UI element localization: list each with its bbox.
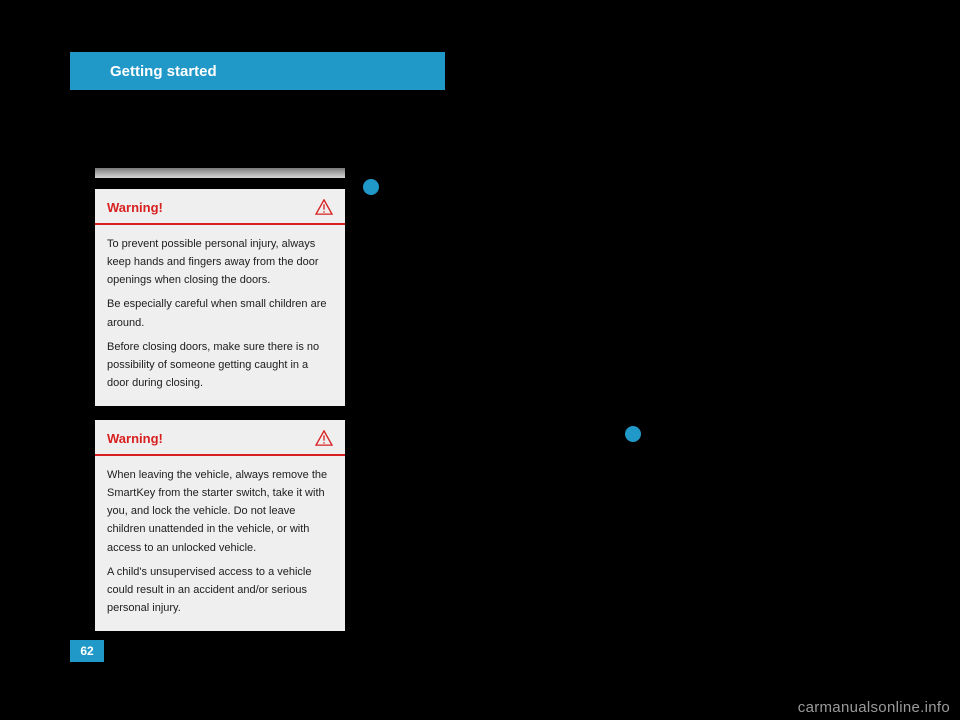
- warning-body: To prevent possible personal injury, alw…: [95, 225, 345, 406]
- warning-box: Warning! To prevent possible personal in…: [95, 189, 345, 406]
- bullet-dot-icon: [363, 179, 379, 195]
- warning-paragraph: A child's unsupervised access to a vehic…: [107, 563, 333, 617]
- warning-paragraph: Be especially careful when small childre…: [107, 295, 333, 331]
- watermark-text: carmanualsonline.info: [798, 699, 950, 716]
- warning-triangle-icon: [315, 430, 333, 446]
- warning-header: Warning!: [95, 420, 345, 456]
- page-number: 62: [80, 644, 93, 658]
- warning-title: Warning!: [107, 200, 163, 215]
- section-title: Getting started: [110, 63, 217, 80]
- warning-paragraph: To prevent possible personal injury, alw…: [107, 235, 333, 289]
- warning-header: Warning!: [95, 189, 345, 225]
- warning-body: When leaving the vehicle, always remove …: [95, 456, 345, 631]
- warning-triangle-icon: [315, 199, 333, 215]
- page-number-box: 62: [70, 640, 104, 662]
- bullet-dot-icon: [625, 426, 641, 442]
- warning-paragraph: When leaving the vehicle, always remove …: [107, 466, 333, 557]
- warning-box: Warning! When leaving the vehicle, alway…: [95, 420, 345, 631]
- warning-title: Warning!: [107, 431, 163, 446]
- warning-paragraph: Before closing doors, make sure there is…: [107, 338, 333, 392]
- divider-strip: [95, 168, 345, 178]
- section-header-tab: Getting started: [70, 52, 445, 90]
